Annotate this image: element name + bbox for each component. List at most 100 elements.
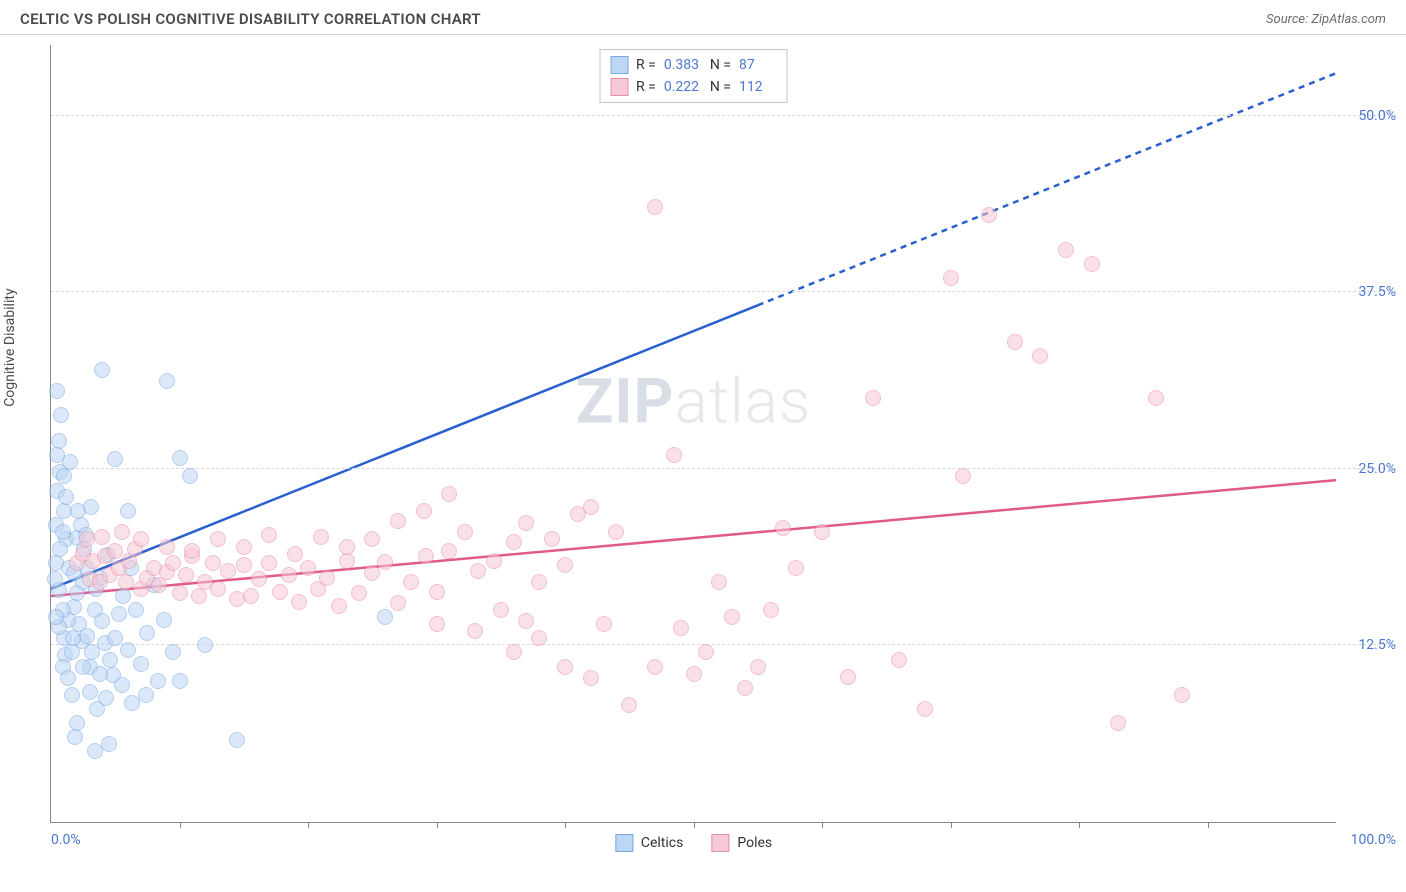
data-point: [150, 673, 166, 689]
data-point: [172, 450, 188, 466]
data-point: [111, 606, 127, 622]
data-point: [94, 613, 110, 629]
r-label: R =: [636, 57, 656, 73]
data-point: [955, 468, 971, 484]
data-point: [467, 623, 483, 639]
data-point: [647, 199, 663, 215]
x-minor-tick: [822, 822, 823, 828]
n-value-poles: 112: [739, 79, 777, 95]
data-point: [159, 539, 175, 555]
data-point: [1058, 242, 1074, 258]
swatch-celtics: [610, 56, 628, 74]
data-point: [205, 555, 221, 571]
data-point: [686, 666, 702, 682]
data-point: [313, 529, 329, 545]
data-point: [118, 574, 134, 590]
data-point: [711, 574, 727, 590]
gridline: [51, 115, 1396, 116]
data-point: [441, 486, 457, 502]
data-point: [49, 447, 65, 463]
data-point: [92, 666, 108, 682]
y-axis-label: Cognitive Disability: [2, 288, 18, 406]
data-point: [788, 560, 804, 576]
data-point: [518, 515, 534, 531]
data-point: [159, 373, 175, 389]
data-point: [261, 555, 277, 571]
data-point: [115, 588, 131, 604]
data-point: [133, 656, 149, 672]
data-point: [94, 362, 110, 378]
data-point: [377, 554, 393, 570]
data-point: [621, 697, 637, 713]
x-tick-min: 0.0%: [51, 832, 81, 848]
data-point: [457, 524, 473, 540]
data-point: [64, 687, 80, 703]
data-point: [178, 567, 194, 583]
data-point: [351, 585, 367, 601]
data-point: [403, 574, 419, 590]
data-point: [364, 565, 380, 581]
data-point: [261, 527, 277, 543]
data-point: [65, 630, 81, 646]
x-minor-tick: [1079, 822, 1080, 828]
data-point: [775, 520, 791, 536]
gridline: [51, 644, 1396, 645]
data-point: [390, 595, 406, 611]
data-point: [583, 670, 599, 686]
data-point: [83, 499, 99, 515]
x-minor-tick: [308, 822, 309, 828]
data-point: [133, 531, 149, 547]
data-point: [1084, 256, 1100, 272]
data-point: [51, 582, 67, 598]
data-point: [647, 659, 663, 675]
data-point: [666, 447, 682, 463]
data-point: [48, 609, 64, 625]
chart-header: CELTIC VS POLISH COGNITIVE DISABILITY CO…: [0, 0, 1406, 35]
data-point: [107, 543, 123, 559]
data-point: [156, 612, 172, 628]
r-value-celtics: 0.383: [664, 57, 702, 73]
legend-item-poles: Poles: [711, 834, 772, 852]
data-point: [75, 659, 91, 675]
data-point: [182, 468, 198, 484]
n-label: N =: [710, 79, 731, 95]
plot-region: ZIPatlas R = 0.383 N = 87 R = 0.222 N = …: [50, 45, 1336, 823]
data-point: [506, 534, 522, 550]
y-tick-label: 12.5%: [1352, 637, 1396, 653]
swatch-celtics: [615, 834, 633, 852]
data-point: [544, 531, 560, 547]
data-point: [165, 644, 181, 660]
data-point: [251, 571, 267, 587]
data-point: [55, 524, 71, 540]
data-point: [840, 669, 856, 685]
legend-stats-row: R = 0.383 N = 87: [610, 54, 777, 76]
data-point: [236, 539, 252, 555]
data-point: [596, 616, 612, 632]
data-point: [673, 620, 689, 636]
data-point: [531, 574, 547, 590]
data-point: [58, 489, 74, 505]
data-point: [114, 677, 130, 693]
chart-title: CELTIC VS POLISH COGNITIVE DISABILITY CO…: [20, 10, 481, 28]
data-point: [331, 598, 347, 614]
source-label: Source: ZipAtlas.com: [1266, 12, 1386, 27]
data-point: [101, 736, 117, 752]
data-point: [814, 524, 830, 540]
data-point: [557, 659, 573, 675]
data-point: [493, 602, 509, 618]
data-point: [243, 588, 259, 604]
x-minor-tick: [951, 822, 952, 828]
legend-series: Celtics Poles: [615, 834, 772, 852]
data-point: [102, 652, 118, 668]
data-point: [98, 690, 114, 706]
y-tick-label: 25.0%: [1352, 461, 1396, 477]
data-point: [364, 531, 380, 547]
data-point: [291, 594, 307, 610]
data-point: [172, 673, 188, 689]
x-minor-tick: [180, 822, 181, 828]
data-point: [197, 637, 213, 653]
gridline: [51, 291, 1396, 292]
data-point: [583, 499, 599, 515]
watermark-bold: ZIP: [576, 366, 675, 439]
data-point: [724, 609, 740, 625]
